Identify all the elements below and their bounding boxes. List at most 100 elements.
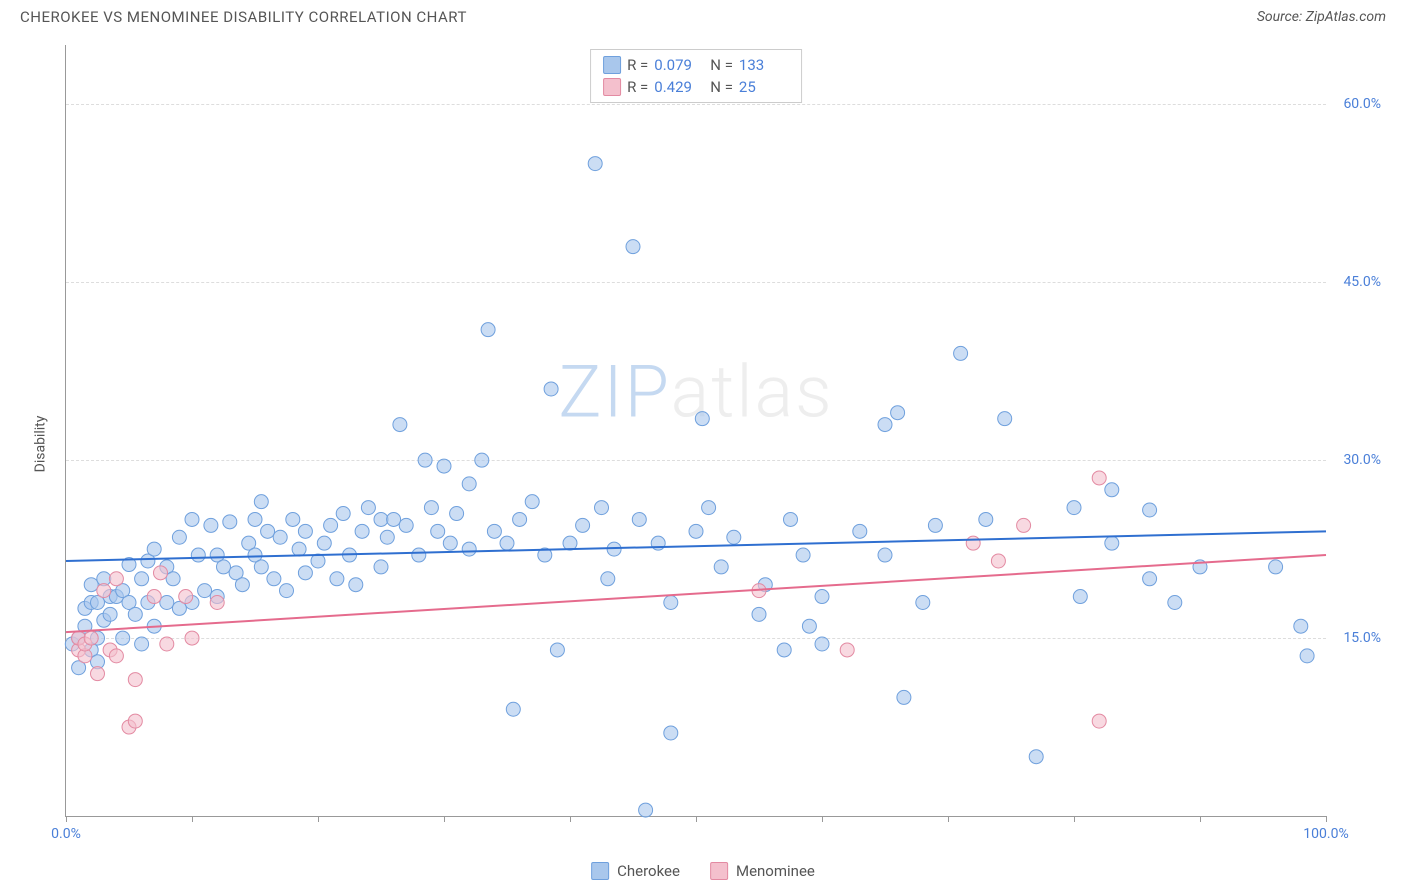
point-cherokee xyxy=(752,607,766,621)
point-cherokee xyxy=(664,595,678,609)
point-menominee xyxy=(84,631,98,645)
point-menominee xyxy=(991,554,1005,568)
point-menominee xyxy=(109,572,123,586)
point-menominee xyxy=(1092,471,1106,485)
point-cherokee xyxy=(639,803,653,817)
x-tick xyxy=(318,816,319,822)
legend-r-value: 0.079 xyxy=(654,56,704,74)
legend-label: Cherokee xyxy=(617,862,680,880)
point-cherokee xyxy=(601,572,615,586)
point-cherokee xyxy=(254,560,268,574)
point-cherokee xyxy=(443,536,457,550)
point-cherokee xyxy=(632,512,646,526)
point-cherokee xyxy=(588,157,602,171)
point-cherokee xyxy=(286,512,300,526)
chart-title: CHEROKEE VS MENOMINEE DISABILITY CORRELA… xyxy=(20,8,467,26)
point-cherokee xyxy=(135,637,149,651)
point-cherokee xyxy=(248,512,262,526)
point-cherokee xyxy=(217,560,231,574)
point-cherokee xyxy=(160,595,174,609)
point-cherokee xyxy=(1105,483,1119,497)
x-tick xyxy=(696,816,697,822)
legend-r-label: R = xyxy=(627,78,648,96)
legend-item-cherokee: Cherokee xyxy=(591,862,680,880)
x-tick xyxy=(1074,816,1075,822)
point-menominee xyxy=(97,584,111,598)
point-cherokee xyxy=(166,572,180,586)
point-cherokee xyxy=(916,595,930,609)
point-cherokee xyxy=(191,548,205,562)
legend-n-label: N = xyxy=(710,78,733,96)
y-tick-label: 45.0% xyxy=(1343,274,1381,290)
x-tick xyxy=(1200,816,1201,822)
point-cherokee xyxy=(380,530,394,544)
point-menominee xyxy=(128,714,142,728)
point-cherokee xyxy=(550,643,564,657)
point-cherokee xyxy=(128,607,142,621)
point-cherokee xyxy=(796,548,810,562)
swatch-cherokee xyxy=(591,862,609,880)
point-cherokee xyxy=(292,542,306,556)
point-cherokee xyxy=(1067,501,1081,515)
point-cherokee xyxy=(853,524,867,538)
y-tick-label: 15.0% xyxy=(1343,630,1381,646)
point-cherokee xyxy=(595,501,609,515)
point-cherokee xyxy=(1073,590,1087,604)
point-cherokee xyxy=(777,643,791,657)
point-cherokee xyxy=(204,518,218,532)
point-cherokee xyxy=(525,495,539,509)
point-cherokee xyxy=(815,637,829,651)
point-cherokee xyxy=(387,512,401,526)
chart-source: Source: ZipAtlas.com xyxy=(1257,9,1386,25)
point-menominee xyxy=(128,673,142,687)
point-cherokee xyxy=(462,477,476,491)
point-cherokee xyxy=(500,536,514,550)
legend-r-label: R = xyxy=(627,56,648,74)
point-cherokee xyxy=(185,512,199,526)
point-cherokee xyxy=(462,542,476,556)
point-cherokee xyxy=(475,453,489,467)
legend-r-value: 0.429 xyxy=(654,78,704,96)
point-cherokee xyxy=(424,501,438,515)
point-cherokee xyxy=(513,512,527,526)
point-cherokee xyxy=(147,542,161,556)
point-cherokee xyxy=(487,524,501,538)
point-menominee xyxy=(179,590,193,604)
swatch-menominee xyxy=(710,862,728,880)
point-cherokee xyxy=(1143,503,1157,517)
point-cherokee xyxy=(626,240,640,254)
point-cherokee xyxy=(103,607,117,621)
point-cherokee xyxy=(330,572,344,586)
x-tick xyxy=(192,816,193,822)
point-cherokee xyxy=(412,548,426,562)
point-cherokee xyxy=(135,572,149,586)
point-cherokee xyxy=(506,702,520,716)
point-cherokee xyxy=(481,323,495,337)
point-menominee xyxy=(210,595,224,609)
point-cherokee xyxy=(928,518,942,532)
legend-item-menominee: Menominee xyxy=(710,862,815,880)
legend-n-label: N = xyxy=(710,56,733,74)
point-cherokee xyxy=(1168,595,1182,609)
point-cherokee xyxy=(979,512,993,526)
point-menominee xyxy=(154,566,168,580)
point-menominee xyxy=(840,643,854,657)
point-cherokee xyxy=(393,418,407,432)
point-cherokee xyxy=(802,619,816,633)
point-cherokee xyxy=(399,518,413,532)
point-cherokee xyxy=(689,524,703,538)
point-cherokee xyxy=(280,584,294,598)
point-cherokee xyxy=(1143,572,1157,586)
point-cherokee xyxy=(714,560,728,574)
x-tick xyxy=(822,816,823,822)
y-tick-label: 30.0% xyxy=(1343,452,1381,468)
point-cherokee xyxy=(897,690,911,704)
point-cherokee xyxy=(254,495,268,509)
point-cherokee xyxy=(784,512,798,526)
point-menominee xyxy=(1017,518,1031,532)
point-cherokee xyxy=(298,524,312,538)
point-cherokee xyxy=(437,459,451,473)
point-menominee xyxy=(147,590,161,604)
point-cherokee xyxy=(1105,536,1119,550)
legend-row-cherokee: R = 0.079 N = 133 xyxy=(603,54,789,76)
